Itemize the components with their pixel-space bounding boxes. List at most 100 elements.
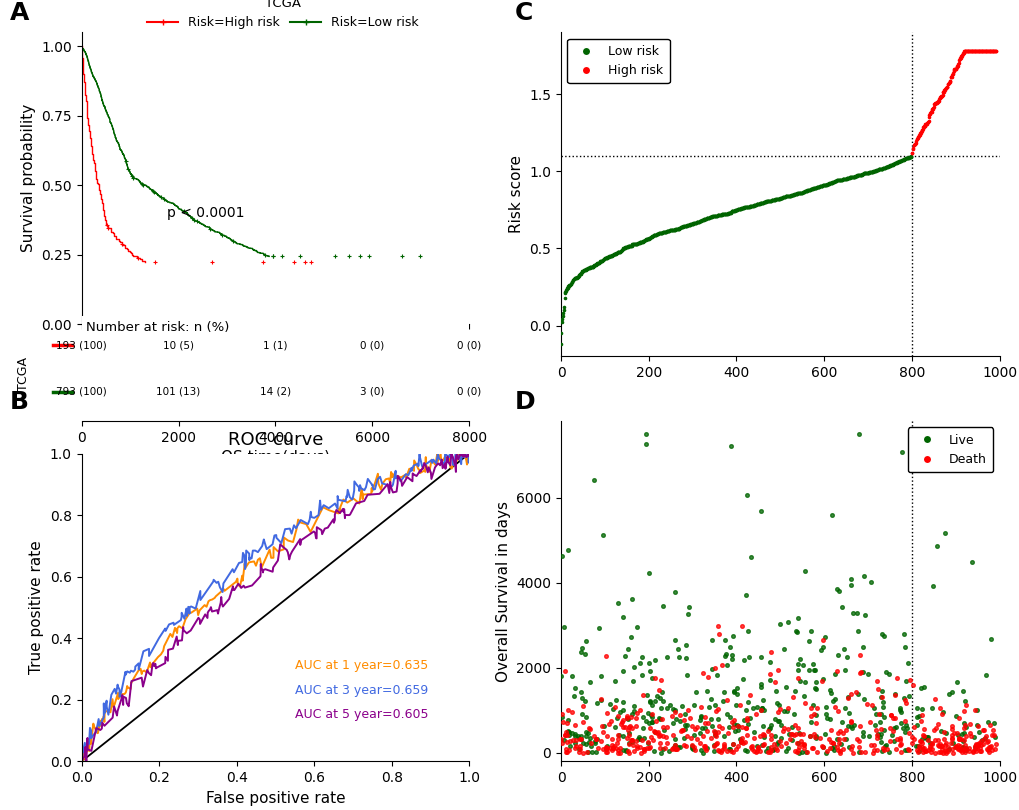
Point (584, 260, 600, 273)
Point (587, 258, 603, 271)
Point (745, 744, 761, 757)
Point (840, 690, 856, 703)
Point (947, 62, 963, 75)
Point (911, 127, 927, 140)
Point (821, 176, 838, 189)
Point (628, 237, 644, 250)
Point (757, 195, 773, 208)
Point (894, 153, 910, 166)
Point (972, 45, 988, 58)
Point (882, 709, 899, 722)
Point (930, 738, 947, 751)
Point (938, 740, 955, 753)
Point (786, 729, 802, 742)
Point (607, 742, 624, 755)
Point (865, 739, 881, 752)
Point (626, 237, 642, 250)
Point (716, 207, 733, 220)
Point (789, 664, 805, 677)
Point (865, 744, 881, 757)
Point (715, 207, 732, 220)
Point (816, 179, 833, 192)
Point (836, 173, 852, 185)
Point (614, 241, 631, 254)
Point (784, 189, 800, 202)
Point (811, 180, 827, 193)
Point (984, 45, 1001, 58)
Point (823, 737, 840, 750)
Text: AUC at 3 year=0.659: AUC at 3 year=0.659 (294, 684, 428, 697)
Point (606, 721, 623, 734)
Point (940, 77, 956, 90)
Point (951, 53, 967, 66)
Point (792, 652, 808, 665)
Point (898, 744, 914, 757)
Point (894, 154, 910, 167)
Point (580, 727, 596, 740)
Point (665, 739, 682, 752)
Point (786, 188, 802, 201)
Point (612, 718, 629, 731)
Point (590, 256, 606, 269)
Point (850, 428, 866, 441)
Point (827, 582, 844, 595)
Point (813, 740, 829, 753)
Point (863, 165, 879, 178)
Point (896, 153, 912, 166)
Point (861, 166, 877, 179)
Point (635, 235, 651, 248)
Point (746, 198, 762, 211)
Point (881, 159, 898, 172)
Point (814, 179, 830, 192)
Point (965, 45, 981, 58)
Point (576, 263, 592, 276)
Point (598, 741, 614, 754)
Point (705, 210, 721, 223)
Point (776, 190, 793, 203)
Point (793, 186, 809, 199)
Point (774, 191, 791, 204)
Point (699, 211, 715, 224)
Point (553, 316, 570, 329)
Point (632, 236, 648, 249)
Point (701, 211, 717, 224)
Point (848, 169, 864, 182)
Point (687, 216, 703, 229)
Point (800, 184, 816, 197)
Point (679, 607, 695, 620)
Point (957, 720, 973, 733)
Point (633, 235, 649, 248)
Point (553, 711, 570, 724)
Point (597, 745, 613, 758)
Point (897, 152, 913, 165)
Point (962, 730, 978, 743)
Point (636, 743, 652, 756)
Point (556, 729, 573, 742)
Point (838, 723, 854, 736)
Point (642, 709, 658, 722)
Point (955, 716, 971, 729)
Point (646, 228, 662, 241)
Point (896, 744, 912, 757)
Point (649, 227, 665, 240)
Point (771, 740, 788, 752)
Point (892, 704, 908, 717)
Text: 0 (0): 0 (0) (457, 386, 481, 397)
Point (867, 164, 883, 177)
Point (805, 727, 821, 740)
Point (970, 726, 986, 739)
Point (761, 745, 777, 758)
Point (696, 740, 712, 752)
Point (811, 180, 827, 193)
Point (583, 740, 599, 752)
Point (639, 232, 655, 245)
Point (630, 237, 646, 249)
Point (847, 686, 863, 699)
Point (555, 301, 572, 313)
Point (979, 740, 996, 753)
Point (740, 200, 756, 213)
Point (580, 262, 596, 275)
Point (611, 746, 628, 759)
Point (635, 710, 651, 723)
Point (727, 204, 743, 217)
